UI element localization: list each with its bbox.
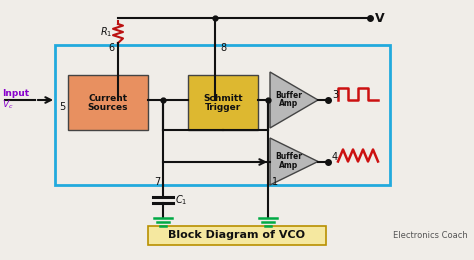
Text: 7: 7 [154,177,160,187]
Text: 4: 4 [332,152,338,161]
Text: Input: Input [2,88,29,98]
Text: 5: 5 [59,102,65,112]
Text: $C_1$: $C_1$ [175,193,187,207]
FancyBboxPatch shape [188,75,258,130]
Text: 6: 6 [108,43,114,53]
Text: Current: Current [89,94,128,103]
FancyBboxPatch shape [68,75,148,130]
Text: $V_c$: $V_c$ [2,99,14,111]
Polygon shape [270,138,318,185]
Text: Amp: Amp [279,161,299,170]
Text: V: V [375,11,384,24]
Text: Buffer: Buffer [275,90,302,100]
Text: Block Diagram of VCO: Block Diagram of VCO [168,230,306,240]
Text: 3: 3 [332,90,338,100]
Text: Schmitt: Schmitt [203,94,243,103]
Text: 1: 1 [272,177,278,187]
Polygon shape [270,72,318,128]
Text: Trigger: Trigger [205,103,241,112]
Text: Amp: Amp [279,100,299,108]
Text: Electronics Coach: Electronics Coach [393,231,468,239]
Text: 8: 8 [220,43,226,53]
Text: $R_1$: $R_1$ [100,25,112,39]
FancyBboxPatch shape [148,225,326,244]
Text: Buffer: Buffer [275,152,302,161]
Text: Sources: Sources [88,103,128,112]
